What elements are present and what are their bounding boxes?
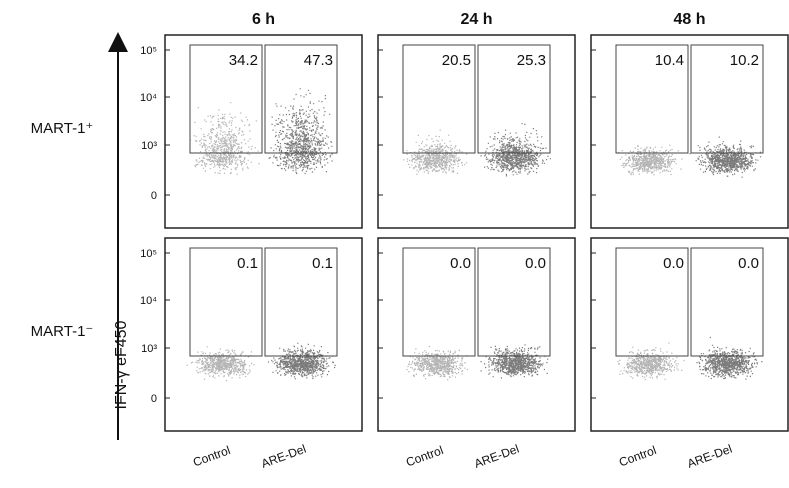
gate bbox=[189, 247, 263, 357]
column-header: 48 h bbox=[673, 11, 705, 28]
panel bbox=[377, 34, 576, 229]
x-label: Control bbox=[404, 443, 445, 469]
y-tick-label: 10⁴ bbox=[140, 92, 157, 104]
x-label: Control bbox=[617, 443, 658, 469]
gate-value: 25.3 bbox=[517, 52, 546, 69]
gate bbox=[615, 44, 689, 154]
x-label: ARE-Del bbox=[472, 442, 521, 471]
column-header: 6 h bbox=[252, 11, 275, 28]
event-cloud bbox=[618, 144, 683, 176]
event-cloud bbox=[189, 102, 260, 175]
gate bbox=[264, 247, 338, 357]
y-tick-label: 0 bbox=[151, 393, 157, 405]
x-label: ARE-Del bbox=[685, 442, 734, 471]
gate-value: 20.5 bbox=[442, 52, 471, 69]
y-tick-label: 10³ bbox=[141, 140, 157, 152]
gate bbox=[402, 247, 476, 357]
gate-value: 0.1 bbox=[312, 255, 333, 272]
gate-value: 10.2 bbox=[730, 52, 759, 69]
gate bbox=[690, 44, 764, 154]
event-cloud bbox=[267, 342, 336, 380]
panel bbox=[590, 34, 789, 229]
event-cloud bbox=[480, 123, 551, 177]
gate bbox=[477, 44, 551, 154]
gate bbox=[477, 247, 551, 357]
gate-value: 0.0 bbox=[450, 255, 471, 272]
event-cloud bbox=[696, 336, 763, 380]
gate-value: 47.3 bbox=[304, 52, 333, 69]
gate-value: 0.1 bbox=[237, 255, 258, 272]
gate-value: 34.2 bbox=[229, 52, 258, 69]
panel bbox=[164, 237, 363, 432]
y-tick-label: 10⁴ bbox=[140, 295, 157, 307]
gate bbox=[615, 247, 689, 357]
y-tick-label: 10⁵ bbox=[140, 45, 157, 57]
event-cloud bbox=[268, 88, 333, 175]
gate-value: 10.4 bbox=[655, 52, 684, 69]
gate-value: 0.0 bbox=[663, 255, 684, 272]
column-header: 24 h bbox=[460, 11, 492, 28]
gate-value: 0.0 bbox=[738, 255, 759, 272]
y-tick-label: 10³ bbox=[141, 343, 157, 355]
row-label: MART-1⁺ bbox=[31, 120, 94, 137]
y-axis-label: IFN-γ eF450 bbox=[113, 320, 130, 409]
panel bbox=[377, 237, 576, 432]
gate bbox=[264, 44, 338, 154]
panel bbox=[164, 34, 363, 229]
gate bbox=[402, 44, 476, 154]
y-tick-label: 10⁵ bbox=[140, 248, 157, 260]
gate-value: 0.0 bbox=[525, 255, 546, 272]
panel bbox=[590, 237, 789, 432]
x-label: ARE-Del bbox=[259, 442, 308, 471]
row-label: MART-1⁻ bbox=[31, 323, 94, 340]
x-label: Control bbox=[191, 443, 232, 469]
y-tick-label: 0 bbox=[151, 190, 157, 202]
gate bbox=[189, 44, 263, 154]
gate bbox=[690, 247, 764, 357]
event-cloud bbox=[406, 345, 469, 381]
